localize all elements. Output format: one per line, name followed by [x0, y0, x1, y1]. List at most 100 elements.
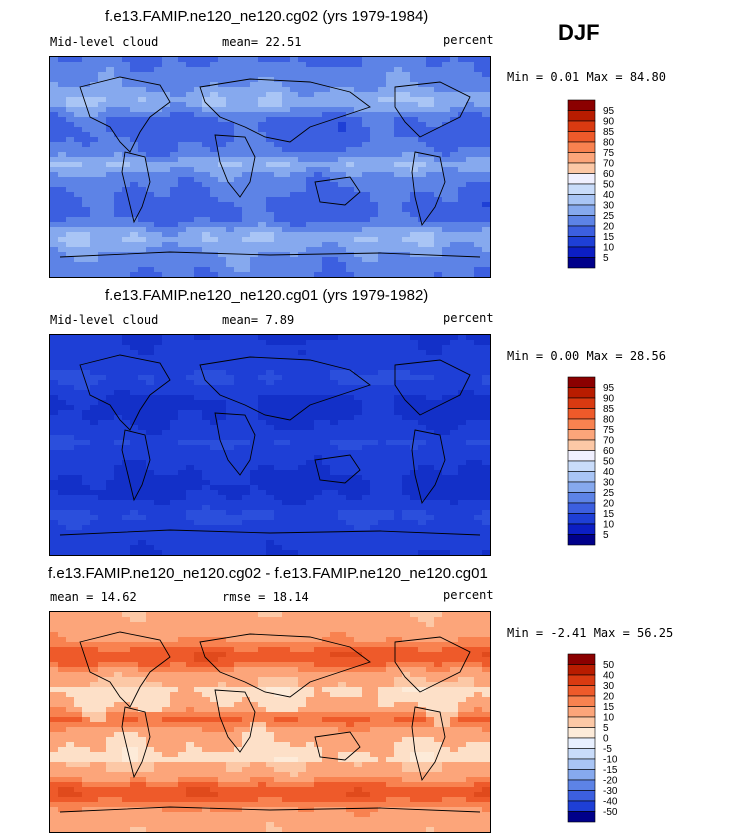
colorbar-swatch — [567, 685, 596, 697]
panel-2-title: f.e13.FAMIP.ne120_ne120.cg01 (yrs 1979-1… — [105, 287, 429, 304]
colorbar-swatch — [567, 152, 596, 164]
colorbar-tick-label: -50 — [603, 807, 618, 818]
colorbar-swatch — [567, 110, 596, 122]
colorbar-tick-label: 40 — [603, 671, 615, 682]
colorbar-tick-label: 15 — [603, 702, 615, 713]
colorbar-swatch — [567, 727, 596, 739]
colorbar-swatch — [567, 236, 596, 248]
colorbar-swatch — [567, 120, 596, 132]
panel-3-mean-label: mean = 14.62 — [50, 590, 137, 604]
panel-2-colorbar: 95 90 85 80 75 70 60 50 40 30 25 20 15 10 5 — [567, 376, 638, 549]
colorbar-swatch — [567, 215, 596, 227]
colorbar-swatch — [567, 162, 596, 174]
panel-1-colorbar: 95 90 85 80 75 70 60 50 40 30 25 20 15 10 5 — [567, 99, 638, 272]
colorbar-swatch — [567, 748, 596, 760]
colorbar-swatch — [567, 716, 596, 728]
panel-2-map — [49, 334, 491, 556]
colorbar-tick-label: -20 — [603, 776, 618, 787]
colorbar-tick-label: 5 — [603, 253, 609, 264]
colorbar-tick-label: 40 — [603, 190, 615, 201]
colorbar-tick-label: -40 — [603, 797, 618, 808]
season-label: DJF — [558, 20, 600, 45]
colorbar-tick-label: 50 — [603, 457, 615, 468]
colorbar-tick-label: 95 — [603, 383, 615, 394]
colorbar-swatch — [567, 695, 596, 707]
colorbar-swatch — [567, 183, 596, 195]
panel-2-minmax: Min = 0.00 Max = 28.56 — [507, 349, 666, 363]
panel-3-rmse-label: rmse = 18.14 — [222, 590, 309, 604]
colorbar-swatch — [567, 779, 596, 791]
coastline — [411, 429, 446, 505]
colorbar-tick-label: 30 — [603, 201, 615, 212]
colorbar-swatch — [567, 513, 596, 525]
colorbar-tick-label: 25 — [603, 488, 615, 499]
panel-3-map-svg — [50, 612, 490, 832]
colorbar-tick-label: 10 — [603, 243, 615, 254]
coastline — [314, 454, 361, 484]
colorbar-swatch — [567, 502, 596, 514]
panel-2-units-label: percent — [443, 311, 494, 325]
colorbar-tick-label: 10 — [603, 713, 615, 724]
colorbar-tick-label: 60 — [603, 169, 615, 180]
colorbar-swatch — [567, 800, 596, 812]
colorbar-tick-label: 5 — [603, 723, 609, 734]
colorbar-swatch — [567, 257, 596, 269]
coastline — [411, 151, 446, 227]
colorbar-tick-label: 75 — [603, 425, 615, 436]
colorbar-swatch — [567, 460, 596, 472]
colorbar-tick-label: 85 — [603, 127, 615, 138]
colorbar-tick-label: -10 — [603, 755, 618, 766]
coastline — [314, 176, 361, 206]
coastline — [214, 412, 256, 476]
colorbar-swatch — [567, 758, 596, 770]
panel-3-units-label: percent — [443, 588, 494, 602]
coastline — [59, 251, 481, 258]
colorbar-tick-label: 70 — [603, 159, 615, 170]
panel-2-map-svg — [50, 335, 490, 555]
colorbar-swatch — [567, 523, 596, 535]
coastline — [214, 134, 256, 198]
colorbar-swatch — [567, 141, 596, 153]
colorbar-swatch — [567, 471, 596, 483]
colorbar-tick-label: 75 — [603, 148, 615, 159]
colorbar-swatch — [567, 246, 596, 258]
colorbar-swatch — [567, 397, 596, 409]
coastline — [59, 529, 481, 536]
colorbar-tick-label: -30 — [603, 786, 618, 797]
colorbar-swatch — [567, 439, 596, 451]
colorbar-swatch — [567, 429, 596, 441]
colorbar-tick-label: -15 — [603, 765, 618, 776]
colorbar-swatch — [567, 811, 596, 823]
panel-3-map — [49, 611, 491, 833]
panel-1-map-svg — [50, 57, 490, 277]
colorbar-swatch — [567, 408, 596, 420]
colorbar-swatch — [567, 706, 596, 718]
colorbar-tick-label: 30 — [603, 681, 615, 692]
colorbar-swatch — [567, 450, 596, 462]
colorbar-tick-label: 95 — [603, 106, 615, 117]
panel-2-mean-label: mean= 7.89 — [222, 313, 295, 327]
colorbar-tick-label: 10 — [603, 520, 615, 531]
coastline — [411, 706, 446, 782]
colorbar-tick-label: 90 — [603, 394, 615, 405]
colorbar-swatch — [567, 664, 596, 676]
colorbar-swatch — [567, 194, 596, 206]
coastline — [121, 151, 151, 224]
panel-1-minmax: Min = 0.01 Max = 84.80 — [507, 70, 666, 84]
colorbar-tick-label: 70 — [603, 436, 615, 447]
coastline — [214, 689, 256, 753]
colorbar-swatch — [567, 204, 596, 216]
colorbar-swatch — [567, 790, 596, 802]
colorbar-tick-label: -5 — [603, 744, 612, 755]
colorbar-tick-label: 30 — [603, 478, 615, 489]
panel-2-variable-label: Mid-level cloud — [50, 313, 159, 327]
panel-1-units-label: percent — [443, 33, 494, 47]
coastline — [199, 78, 371, 143]
colorbar-tick-label: 60 — [603, 446, 615, 457]
colorbar-tick-label: 20 — [603, 222, 615, 233]
coastline — [199, 356, 371, 421]
coastline — [79, 631, 171, 708]
colorbar-tick-label: 40 — [603, 467, 615, 478]
colorbar-swatch — [567, 534, 596, 546]
colorbar-swatch — [567, 737, 596, 749]
